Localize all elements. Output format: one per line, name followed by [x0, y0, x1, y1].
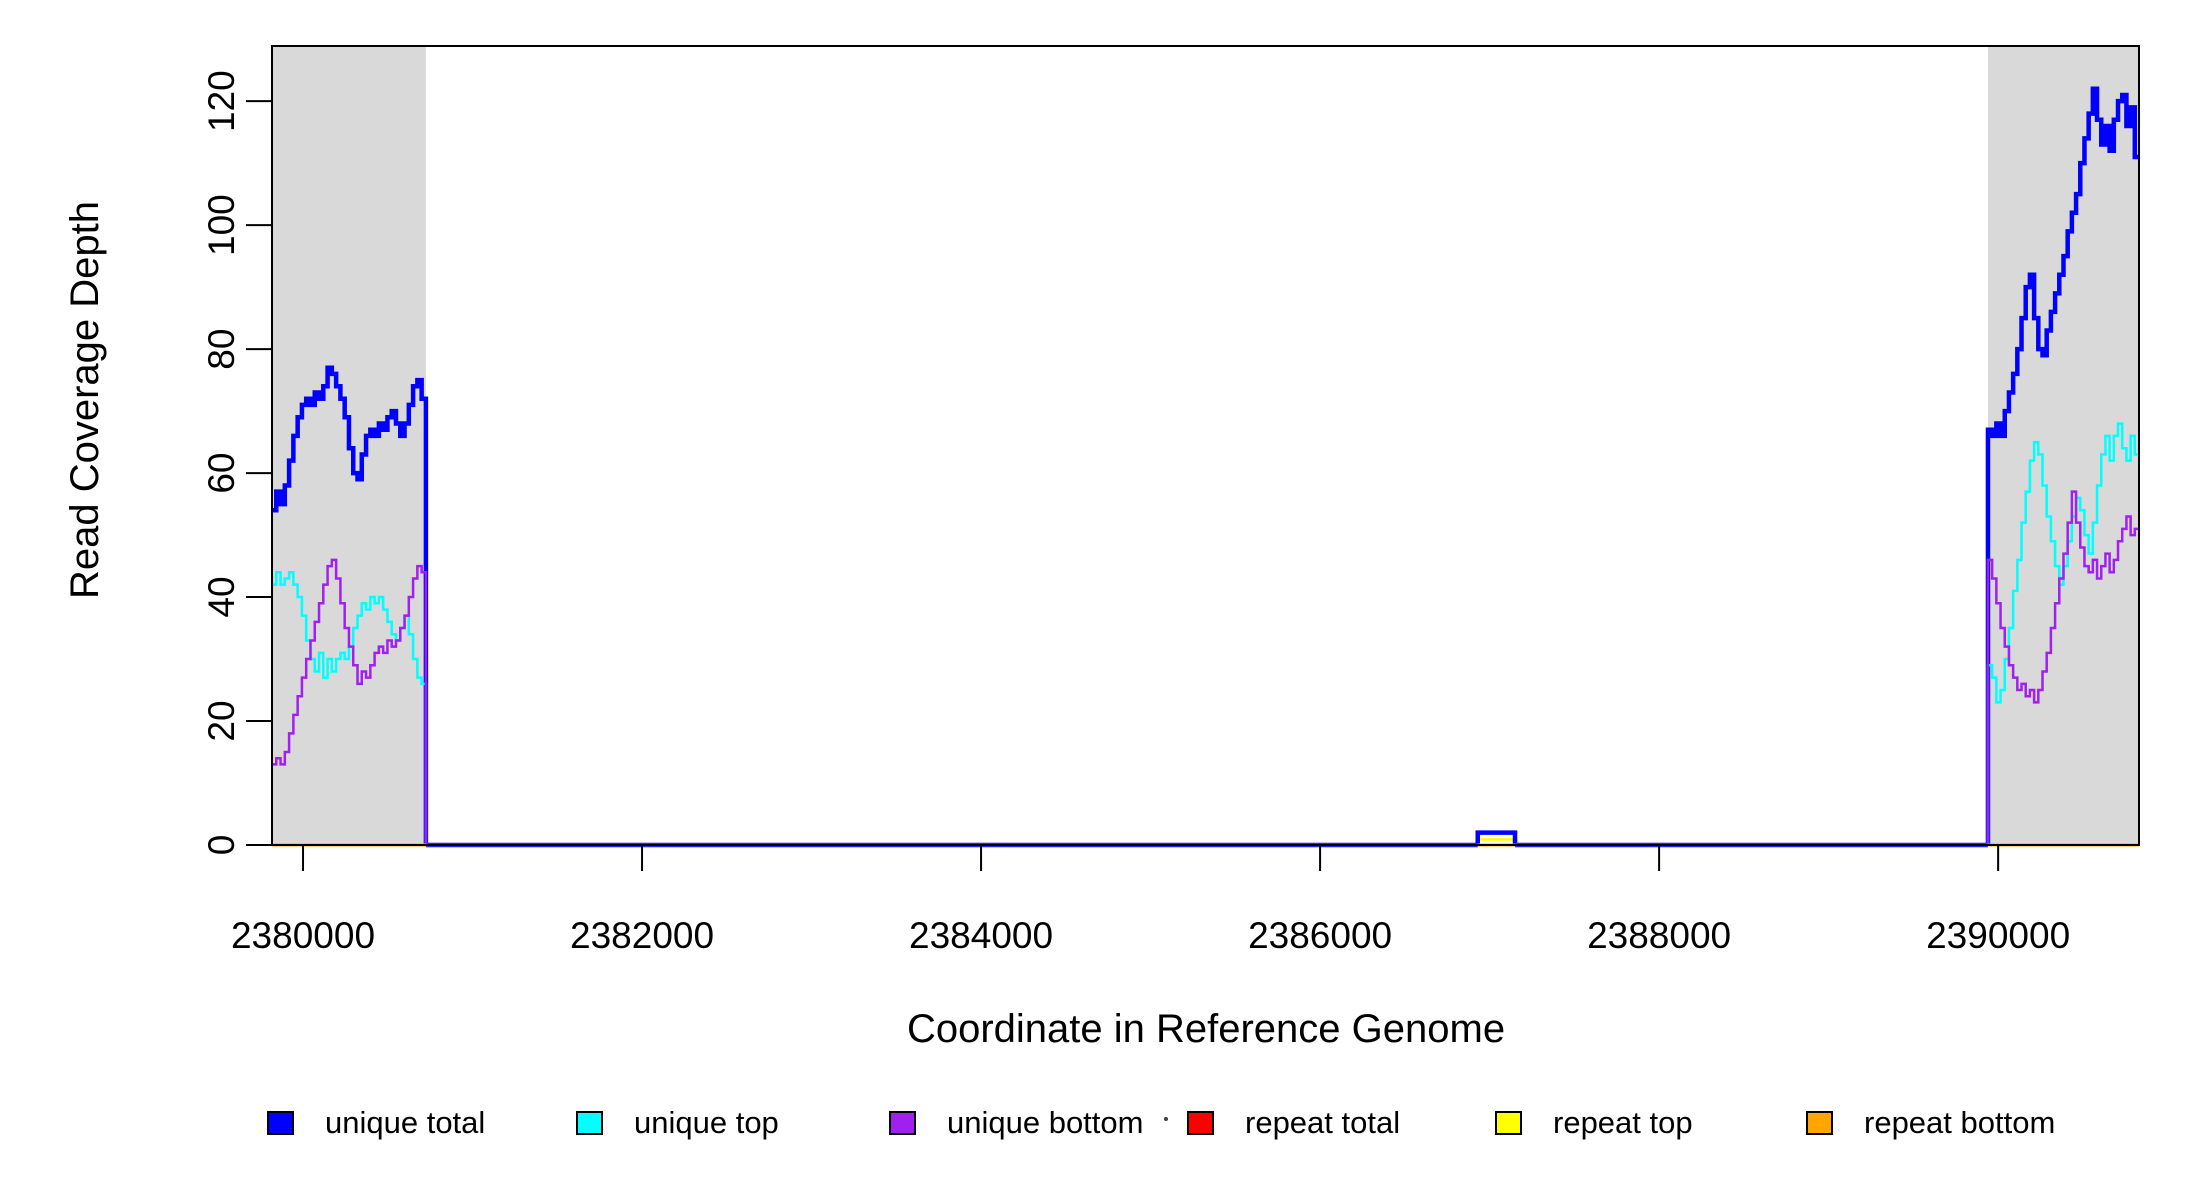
plot-box	[271, 45, 2140, 846]
legend-label: repeat top	[1553, 1105, 1693, 1140]
legend-item-unique-top: unique top	[576, 1105, 779, 1140]
legend-item-unique-bottom: unique bottom	[889, 1105, 1143, 1140]
y-tick-label: 20	[201, 700, 242, 741]
y-tick-label: 0	[201, 835, 242, 856]
series-segment	[272, 558, 428, 845]
y-tick-label: 120	[201, 70, 242, 132]
y-tick-label: 40	[201, 576, 242, 617]
legend-item-repeat-total: repeat total	[1187, 1105, 1400, 1140]
legend-label: unique total	[325, 1105, 485, 1140]
legend-label: repeat bottom	[1864, 1105, 2055, 1140]
x-tick-label: 2382000	[570, 915, 714, 956]
legend-label: repeat total	[1245, 1105, 1400, 1140]
y-tick-label: 100	[201, 194, 242, 256]
x-tick-label: 2388000	[1587, 915, 1731, 956]
x-axis-ticks: 2380000 2382000 2384000 2386000 2388000 23900…	[231, 845, 2070, 956]
legend-swatch-icon	[267, 1111, 294, 1135]
x-axis-title: Coordinate in Reference Genome	[907, 1007, 1505, 1051]
legend-item-repeat-bottom: repeat bottom	[1806, 1105, 2055, 1140]
x-tick-label: 2380000	[231, 915, 375, 956]
legend: unique total unique top unique bottom repea…	[267, 1105, 2055, 1140]
legend-label: unique top	[634, 1105, 779, 1140]
y-tick-label: 60	[201, 453, 242, 494]
legend-item-repeat-top: repeat top	[1495, 1105, 1693, 1140]
legend-label: unique bottom	[947, 1105, 1143, 1140]
x-tick-label: 2384000	[909, 915, 1053, 956]
series-segment	[1475, 830, 1518, 845]
y-tick-label: 80	[201, 329, 242, 370]
series-segment	[1986, 490, 2139, 845]
x-tick-label: 2386000	[1248, 915, 1392, 956]
repeat-region-right	[1987, 46, 2139, 845]
y-axis-ticks: 0 20 40 60 80 100 120	[201, 70, 272, 855]
y-axis-title: Read Coverage Depth	[63, 201, 107, 599]
legend-swatch-icon	[576, 1111, 603, 1135]
series-segment	[1985, 86, 2139, 845]
legend-swatch-icon	[889, 1111, 916, 1135]
legend-swatch-icon	[1187, 1111, 1214, 1135]
x-tick-label: 2390000	[1926, 915, 2070, 956]
stray-dot	[1164, 1117, 1168, 1121]
series-segment	[272, 365, 429, 845]
legend-swatch-icon	[1806, 1111, 1833, 1135]
legend-swatch-icon	[1495, 1111, 1522, 1135]
series-segment	[1986, 422, 2139, 845]
legend-item-unique-total: unique total	[267, 1105, 485, 1140]
